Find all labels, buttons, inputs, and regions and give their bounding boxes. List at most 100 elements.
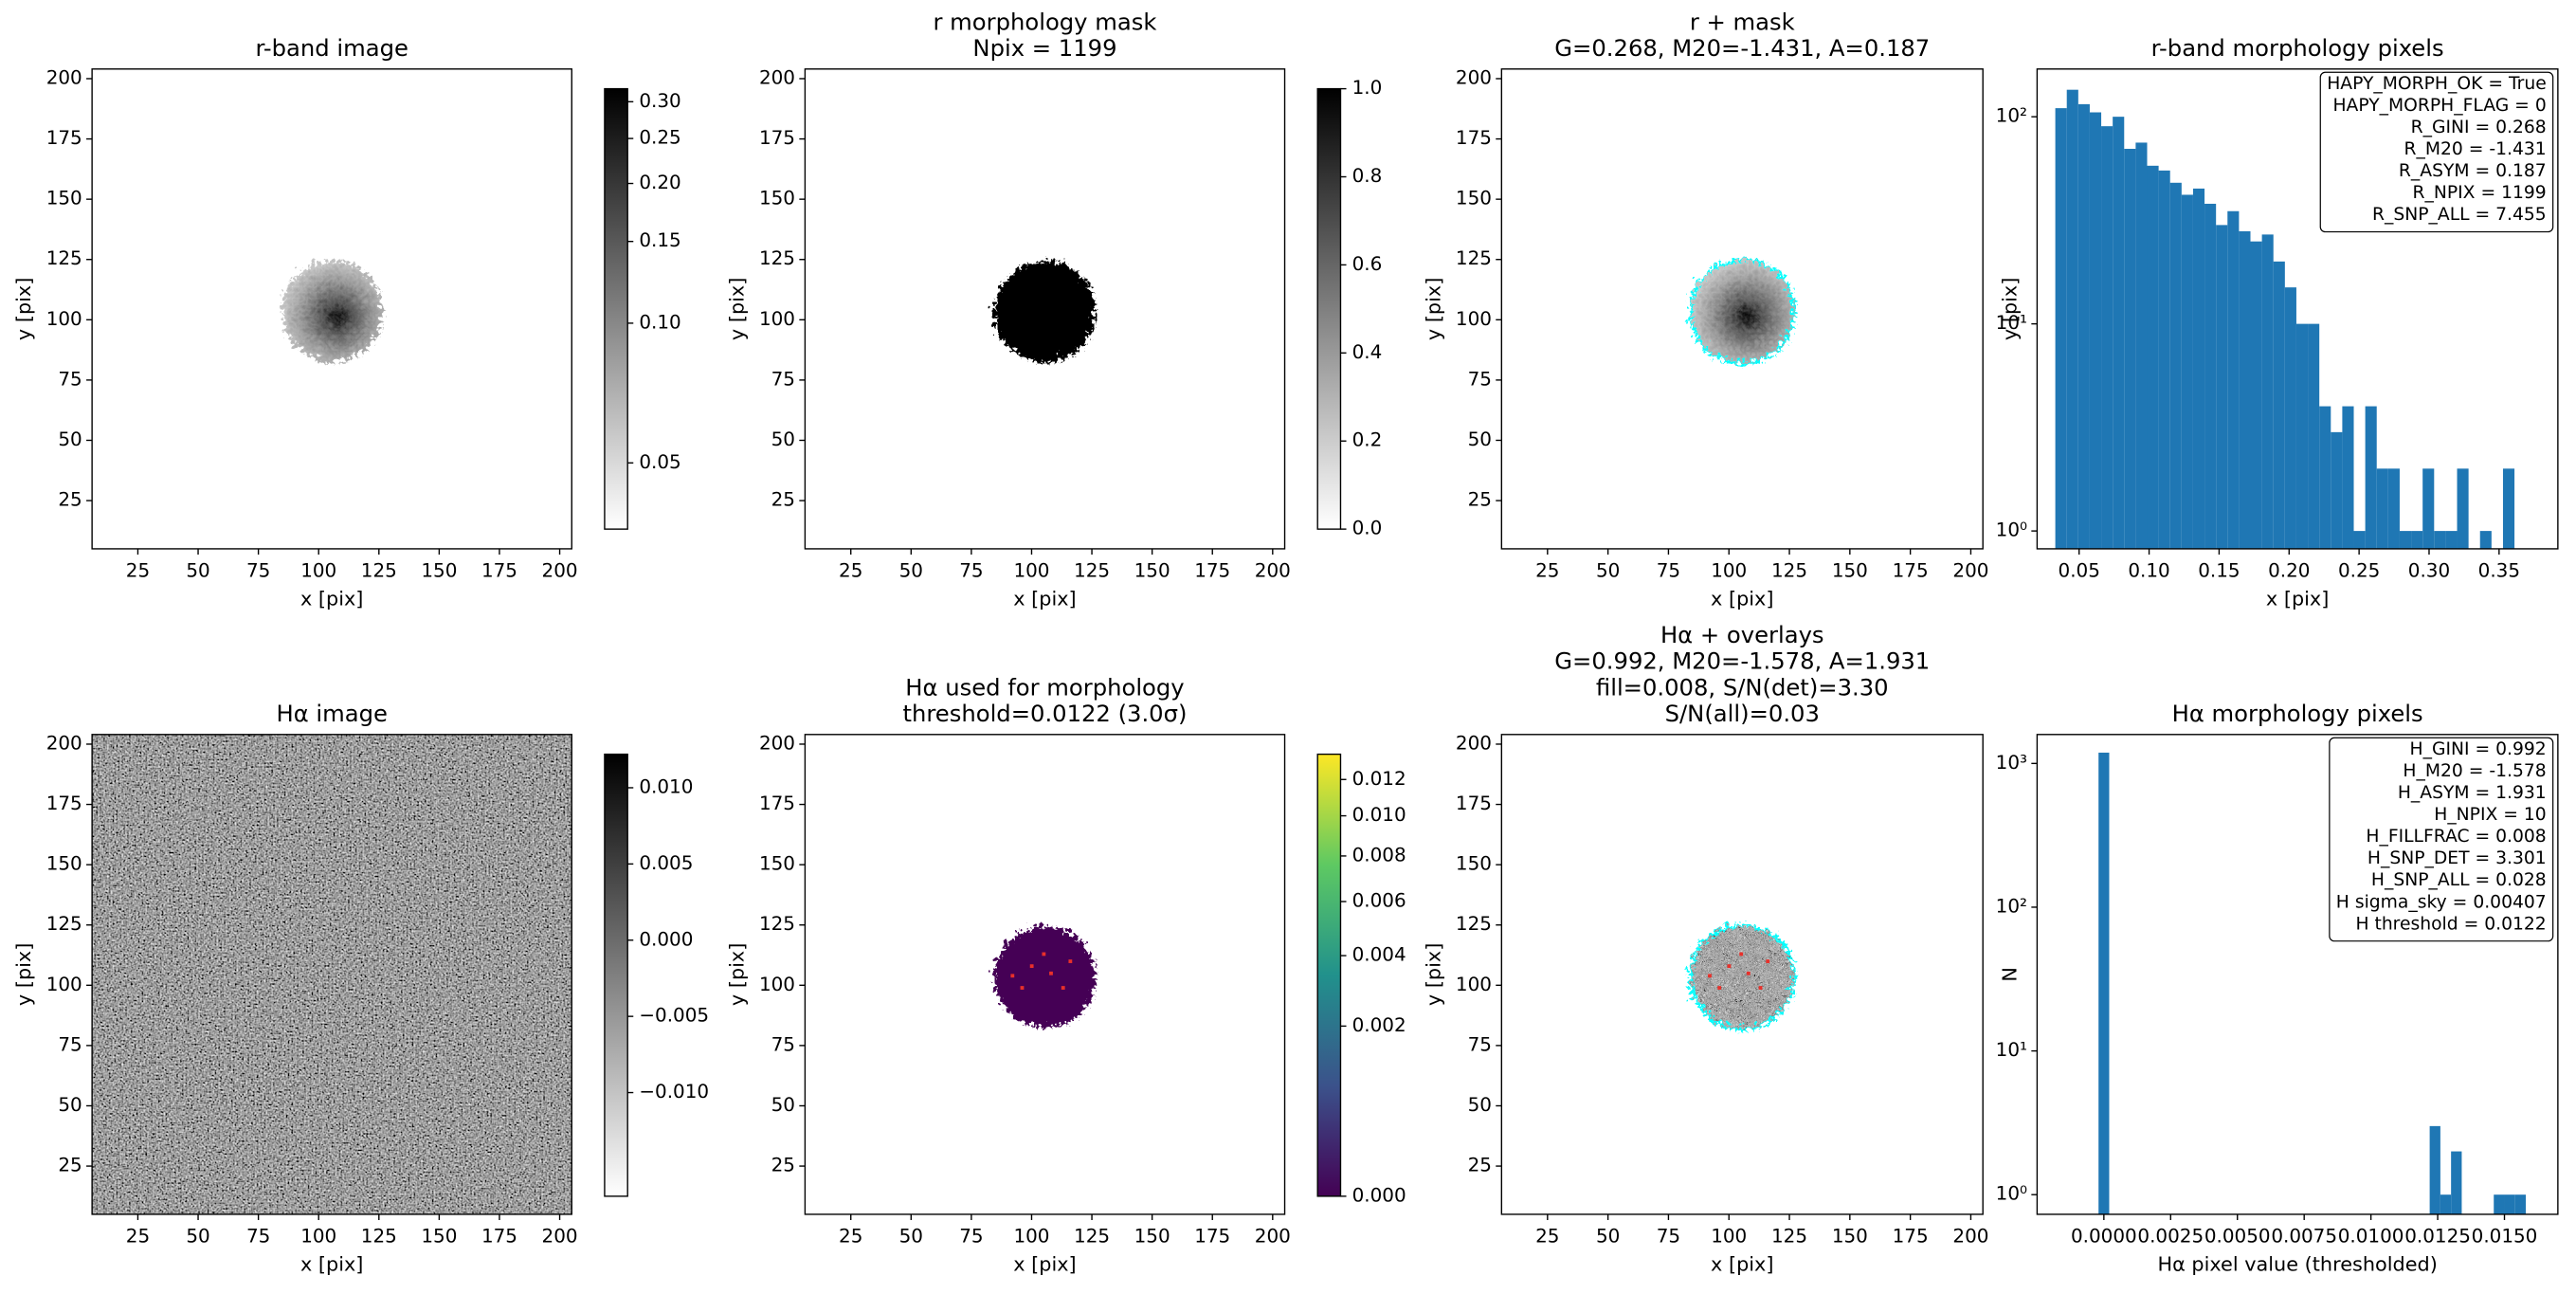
x-tick-label: 0.0050 [2204, 1226, 2271, 1248]
histogram-bar [2077, 103, 2090, 549]
x-tick-label: 100 [1013, 1226, 1049, 1248]
panel-title: r + mask [1690, 8, 1795, 35]
x-tick-label: 125 [1771, 1226, 1807, 1248]
histogram-bar [2098, 752, 2110, 1214]
colorbar-tick-label: 0.2 [1352, 429, 1383, 451]
y-tick-label: 50 [58, 428, 82, 450]
histogram-bar [2479, 531, 2492, 549]
y-axis-label: N [1999, 967, 2022, 982]
x-tick-label: 150 [1832, 1226, 1868, 1248]
annotation-text: H_SNP_DET = 3.301 [2367, 848, 2547, 868]
x-tick-label: 175 [481, 560, 517, 582]
x-tick-label: 0.0025 [2137, 1226, 2204, 1248]
y-tick-label: 75 [771, 1033, 795, 1055]
colorbar-tick-label: 0.010 [639, 775, 693, 797]
y-tick-label: 150 [759, 188, 795, 210]
y-tick-label: 10² [1996, 895, 2027, 917]
axes-frame [91, 734, 572, 1215]
y-tick-label: 10⁰ [1996, 519, 2027, 541]
y-tick-label: 175 [759, 127, 795, 149]
histogram-bar [2124, 148, 2136, 549]
y-tick-label: 200 [759, 732, 795, 754]
annotation-text: R_M20 = -1.431 [2404, 139, 2546, 159]
y-tick-label: 125 [759, 913, 795, 935]
x-axis-label: Hα pixel value (thresholded) [2157, 1253, 2437, 1276]
histogram-bar [2399, 531, 2412, 549]
colorbar-tick-label: 0.30 [639, 90, 680, 112]
panel-title: Hα morphology pixels [2172, 700, 2423, 727]
colorbar-tick-label: 0.05 [639, 451, 680, 473]
galaxy-image [1687, 257, 1790, 359]
y-tick-label: 25 [58, 1155, 82, 1176]
detected-pixel [1020, 986, 1025, 990]
panel-title: r-band morphology pixels [2151, 34, 2444, 62]
annotation-text: HAPY_MORPH_OK = True [2327, 74, 2547, 94]
x-tick-label: 150 [421, 560, 457, 582]
x-tick-label: 175 [1194, 560, 1230, 582]
colorbar-tick-label: 0.004 [1352, 944, 1406, 966]
colorbar-tick-label: 0.6 [1352, 253, 1383, 275]
y-tick-label: 25 [1468, 1155, 1492, 1176]
y-tick-label: 50 [1468, 428, 1492, 450]
y-tick-label: 75 [1468, 1033, 1492, 1055]
x-axis-label: x [pix] [1013, 1253, 1076, 1276]
x-tick-label: 25 [839, 1226, 862, 1248]
x-tick-label: 0.0150 [2472, 1226, 2538, 1248]
colorbar-tick-label: 0.006 [1352, 890, 1406, 912]
histogram-bar [2429, 1125, 2440, 1214]
x-tick-label: 50 [186, 1226, 209, 1248]
histogram-bar [2353, 531, 2366, 549]
x-tick-label: 125 [361, 560, 397, 582]
annotation-box [2329, 737, 2554, 942]
y-tick-label: 125 [1456, 247, 1492, 269]
y-tick-label: 175 [46, 793, 82, 814]
y-axis-label: y [pix] [1422, 278, 1444, 340]
halpha-noise-image [92, 734, 572, 1214]
colorbar-tick-label: 0.0 [1352, 518, 1383, 539]
histogram-bar [2331, 431, 2343, 549]
colorbar-tick-label: 0.10 [639, 311, 680, 333]
colorbar-tick-label: 0.25 [639, 127, 680, 149]
axes-frame [91, 68, 572, 550]
axes-frame [1500, 734, 1984, 1215]
mask-contour [1685, 920, 1792, 1027]
x-tick-label: 25 [1535, 560, 1559, 582]
y-axis-label: y [pix] [725, 943, 748, 1006]
y-tick-label: 175 [759, 793, 795, 814]
y-tick-label: 100 [46, 974, 82, 995]
panel-title: G=0.992, M20=-1.578, A=1.931 [1554, 647, 1930, 675]
y-tick-label: 100 [759, 974, 795, 995]
histogram-bar [2434, 531, 2446, 549]
histogram-bar [2457, 468, 2469, 549]
annotation-text: R_GINI = 0.268 [2411, 118, 2547, 137]
y-tick-label: 100 [46, 308, 82, 330]
x-tick-label: 25 [839, 560, 862, 582]
colorbar-tick-label: 0.000 [1352, 1184, 1406, 1206]
histogram-bar [2422, 468, 2435, 549]
panel-title: G=0.268, M20=-1.431, A=0.187 [1554, 34, 1930, 62]
x-tick-label: 150 [1134, 1226, 1170, 1248]
y-tick-label: 100 [759, 308, 795, 330]
histogram-bar [2158, 170, 2170, 549]
x-tick-label: 75 [1657, 560, 1680, 582]
colorbar-tick-label: 0.002 [1352, 1014, 1406, 1036]
colorbar-tick-label: 0.000 [639, 928, 693, 950]
detected-pixel [1068, 959, 1073, 963]
x-tick-label: 50 [899, 560, 923, 582]
detected-pixel [1739, 952, 1744, 957]
y-tick-label: 125 [1456, 913, 1492, 935]
x-tick-label: 0.15 [2198, 560, 2240, 582]
colorbar-tick-label: 0.005 [639, 852, 693, 874]
detected-pixel [1029, 964, 1034, 969]
histogram-bar [2445, 531, 2458, 549]
colorbar [1316, 753, 1342, 1197]
x-tick-label: 0.25 [2338, 560, 2380, 582]
annotation-text: H_M20 = -1.578 [2403, 761, 2546, 781]
x-axis-label: x [pix] [300, 588, 363, 611]
histogram-bar [2319, 406, 2331, 549]
histogram-bar [2192, 188, 2205, 549]
axes-frame [2036, 68, 2559, 550]
detected-pixel [1766, 959, 1770, 963]
